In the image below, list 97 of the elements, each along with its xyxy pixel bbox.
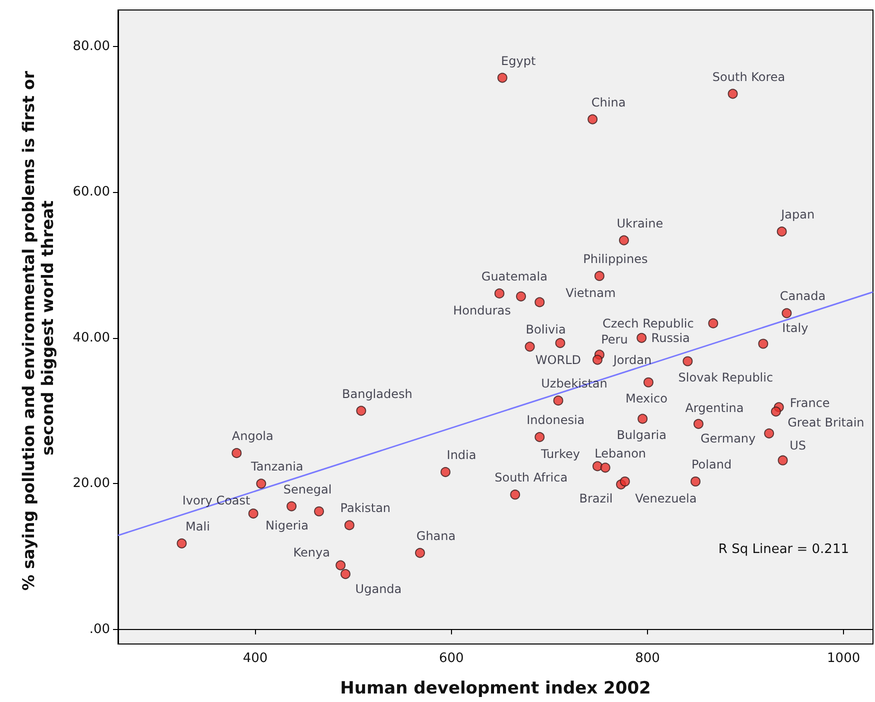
- x-tick-label: 800: [635, 651, 660, 666]
- annotation: Brazil: [579, 491, 613, 506]
- point: [636, 332, 647, 343]
- annotation: Kenya: [293, 545, 330, 560]
- point: [778, 455, 788, 466]
- point: [256, 478, 266, 489]
- point: [516, 291, 526, 302]
- annotation: Canada: [780, 289, 826, 304]
- annotation: Czech Republic: [602, 316, 694, 330]
- point: [440, 467, 450, 478]
- y-tick-label: 40.00: [72, 330, 110, 346]
- annotation: Turkey: [540, 447, 580, 462]
- point: [176, 538, 187, 548]
- point: [690, 476, 701, 486]
- y-tick-label: 80.00: [72, 38, 110, 54]
- annotation: Guatemala: [481, 269, 548, 284]
- point: [594, 270, 604, 281]
- annotation: Jordan: [612, 352, 652, 367]
- point: [620, 476, 630, 486]
- point: [248, 508, 258, 519]
- point: [643, 377, 654, 388]
- x-tick-label: 600: [438, 651, 464, 666]
- annotation: Bulgaria: [616, 428, 666, 442]
- point: [497, 72, 508, 83]
- annotation: Nigeria: [266, 518, 308, 532]
- point: [592, 354, 602, 365]
- point: [356, 406, 366, 416]
- annotation: South Africa: [494, 470, 568, 485]
- point: [415, 548, 425, 558]
- x-tick-label: 1000: [827, 651, 860, 666]
- point: [764, 428, 774, 438]
- annotation: Peru: [601, 332, 628, 347]
- point: [555, 338, 566, 348]
- point: [782, 308, 792, 318]
- point: [682, 356, 693, 366]
- annotation: Egypt: [501, 54, 536, 68]
- annotation: China: [591, 95, 626, 110]
- annotation: Tanzania: [250, 460, 304, 474]
- annotation: Vietnam: [566, 286, 616, 300]
- point: [776, 226, 787, 237]
- point: [336, 560, 346, 570]
- annotation: Japan: [780, 208, 815, 222]
- point: [618, 235, 629, 246]
- point: [510, 490, 520, 500]
- annotation: Venezuela: [635, 491, 697, 506]
- annotation: Mali: [186, 519, 210, 534]
- point: [693, 418, 704, 429]
- annotation: Angola: [232, 429, 274, 444]
- annotation: Great Britain: [788, 416, 864, 430]
- point: [758, 338, 768, 349]
- point: [534, 432, 545, 442]
- annotation: Ukraine: [616, 216, 664, 230]
- x-axis-title: Human development index 2002: [340, 678, 651, 698]
- y-tick-label: 20.00: [72, 476, 110, 492]
- point: [592, 461, 602, 472]
- annotation: Argentina: [685, 400, 744, 415]
- x-tick-label: 400: [242, 651, 268, 666]
- point: [314, 506, 324, 516]
- annotation: Bolivia: [526, 322, 566, 337]
- annotation: R Sq Linear = 0.211: [718, 542, 849, 557]
- annotation: Uganda: [355, 582, 402, 596]
- annotation: France: [790, 396, 830, 410]
- point: [728, 88, 738, 99]
- point: [638, 414, 648, 424]
- annotation: Ghana: [416, 528, 456, 543]
- annotation: Bangladesh: [342, 386, 412, 401]
- annotation: WORLD: [535, 353, 582, 368]
- annotation: Italy: [782, 320, 808, 335]
- annotation: Indonesia: [526, 413, 585, 428]
- point: [494, 288, 504, 298]
- annotation: Poland: [691, 457, 732, 472]
- point: [344, 520, 354, 530]
- annotation: Mexico: [626, 391, 668, 406]
- point: [600, 462, 610, 473]
- y-tick-label: .00: [89, 622, 110, 637]
- point: [588, 114, 598, 124]
- point: [286, 501, 297, 512]
- point: [340, 569, 350, 580]
- annotation: India: [446, 448, 476, 462]
- annotation: South Korea: [712, 70, 786, 84]
- annotation: Lebanon: [594, 446, 646, 461]
- annotation: Honduras: [453, 303, 511, 318]
- y-axis-title: % saying pollution and environmental problems is first or second biggest world threat: [19, 65, 57, 591]
- point: [553, 396, 564, 406]
- point: [524, 342, 535, 352]
- annotation: Slovak Republic: [678, 370, 774, 384]
- point: [770, 406, 781, 417]
- annotation: US: [790, 438, 806, 452]
- point: [708, 318, 718, 328]
- annotation: Philippines: [583, 252, 648, 266]
- annotation: Senegal: [283, 482, 332, 496]
- y-tick-label: 60.00: [72, 184, 110, 200]
- annotation: Germany: [700, 431, 756, 446]
- point: [232, 448, 242, 458]
- annotation: Pakistan: [340, 501, 391, 516]
- annotation: Russia: [651, 330, 690, 345]
- point: [534, 297, 545, 308]
